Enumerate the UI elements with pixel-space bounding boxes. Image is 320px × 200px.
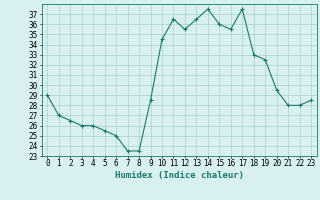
X-axis label: Humidex (Indice chaleur): Humidex (Indice chaleur) bbox=[115, 171, 244, 180]
